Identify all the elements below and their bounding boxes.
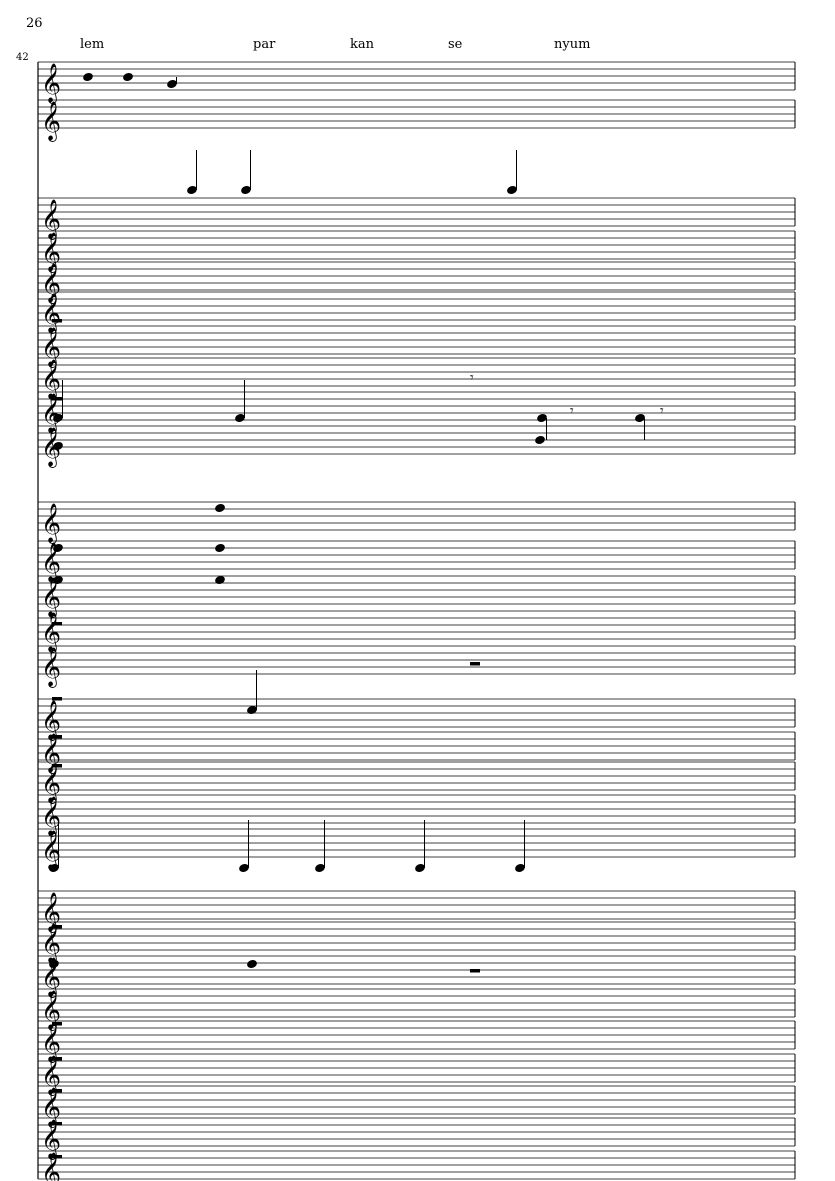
treble-clef-icon: 𝄞 [41,796,61,837]
lyric-syllable: par [253,37,276,52]
treble-clef-icon: 𝄞 [41,830,61,871]
note-head [215,504,225,512]
treble-clef-icon: 𝄞 [41,647,61,688]
lyric-syllable: se [448,37,463,52]
half-rest-icon [52,319,62,323]
measure-number: 42 [16,52,29,63]
treble-clef-icon: 𝄞 [41,577,61,618]
note-head [247,960,257,968]
half-rest-icon [52,397,62,401]
half-rest-icon [470,662,480,666]
half-rest-icon [52,1155,62,1159]
note-head [167,80,177,88]
note-head [53,414,63,422]
treble-clef-icon: 𝄞 [41,733,61,774]
note-head [535,436,545,444]
half-rest-icon [52,1057,62,1061]
treble-clef-icon: 𝄞 [41,199,61,240]
half-rest-icon [52,1022,62,1026]
half-rest-icon [52,1089,62,1093]
eighth-rest-icon: 𝄾 [470,370,474,386]
note-head [53,544,63,552]
half-rest-icon [52,764,62,768]
eighth-rest-icon: 𝄾 [660,403,664,419]
half-rest-icon [52,925,62,929]
treble-clef-icon: 𝄞 [41,542,61,583]
page-number: 26 [26,16,43,31]
half-rest-icon [52,735,62,739]
note-head [235,414,245,422]
treble-clef-icon: 𝄞 [41,232,61,273]
note-head [507,186,517,194]
lyric-syllable: kan [350,37,375,52]
note-head [315,864,325,872]
treble-clef-icon: 𝄞 [41,101,61,142]
note-head [537,414,547,422]
note-head [515,864,525,872]
note-head [53,442,63,450]
note-head [239,864,249,872]
treble-clef-icon: 𝄞 [41,892,61,933]
note-head [83,73,93,81]
note-head [187,186,197,194]
treble-clef-icon: 𝄞 [41,957,61,998]
treble-clef-icon: 𝄞 [41,923,61,964]
lyric-syllable: lem [80,37,105,52]
treble-clef-icon: 𝄞 [41,1119,61,1160]
eighth-rest-icon: 𝄾 [570,403,574,419]
half-rest-icon [52,1122,62,1126]
note-head [53,576,63,584]
note-head [215,544,225,552]
note-head [123,73,133,81]
treble-clef-icon: 𝄞 [41,393,61,434]
treble-clef-icon: 𝄞 [41,263,61,304]
treble-clef-icon: 𝄞 [41,359,61,400]
treble-clef-icon: 𝄞 [41,427,61,468]
note-head [247,706,257,714]
treble-clef-icon: 𝄞 [41,293,61,334]
treble-clef-icon: 𝄞 [41,763,61,804]
treble-clef-icon: 𝄞 [41,63,61,104]
lyric-syllable: nyum [554,37,591,52]
note-head [49,864,59,872]
note-head [415,864,425,872]
note-head [49,960,59,968]
note-head [215,576,225,584]
half-rest-icon [470,969,480,973]
treble-clef-icon: 𝄞 [41,700,61,741]
treble-clef-icon: 𝄞 [41,1152,61,1181]
half-rest-icon [52,697,62,701]
note-head [635,414,645,422]
treble-clef-icon: 𝄞 [41,503,61,544]
half-rest-icon [52,622,62,626]
note-head [241,186,251,194]
treble-clef-icon: 𝄞 [41,1022,61,1063]
